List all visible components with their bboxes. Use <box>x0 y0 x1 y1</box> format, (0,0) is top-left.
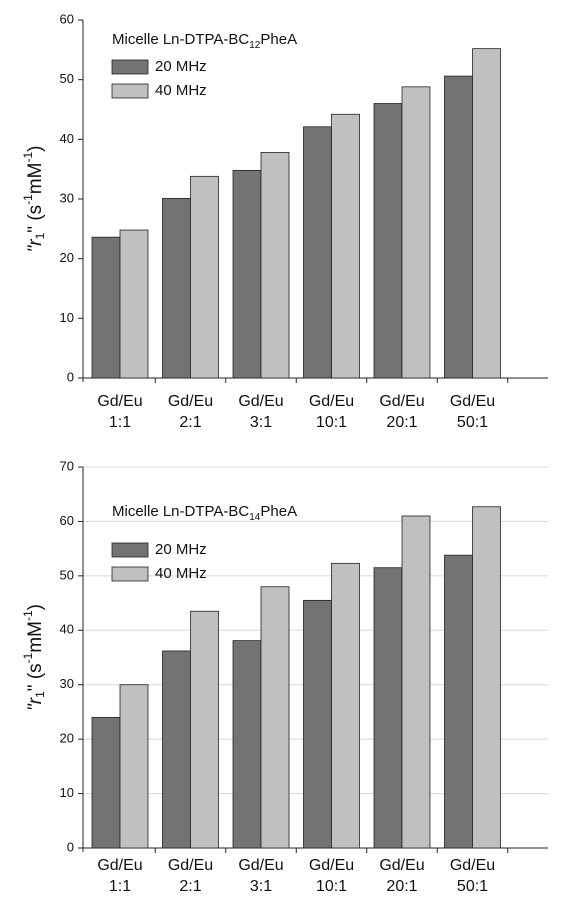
legend-label: 20 MHz <box>155 541 207 558</box>
legend-label: 40 MHz <box>155 82 207 99</box>
legend-label: 40 MHz <box>155 565 207 582</box>
y-label-part: mM <box>25 621 46 653</box>
y-tick-label: 20 <box>60 731 74 746</box>
bar <box>303 599 332 849</box>
x-tick-label: 1:1 <box>109 414 131 431</box>
title-part: Micelle Ln-DTPA-BC <box>112 503 249 520</box>
y-label-part: -1 <box>21 152 35 163</box>
x-tick-label: 2:1 <box>179 878 201 895</box>
bar <box>119 684 149 849</box>
x-tick-label: 20:1 <box>386 878 417 895</box>
x-tick-label: Gd/Eu <box>238 857 283 874</box>
x-tick-label: Gd/Eu <box>309 393 354 410</box>
bar <box>91 236 121 379</box>
bar <box>260 586 290 849</box>
title-part: 14 <box>249 512 261 523</box>
y-label-part: -1 <box>21 652 35 663</box>
x-tick-label: Gd/Eu <box>379 393 424 410</box>
y-tick-label: 50 <box>60 567 74 582</box>
y-label-part: " (s <box>25 663 46 691</box>
y-label-part: -1 <box>21 610 35 621</box>
bar <box>190 175 219 379</box>
bar <box>373 103 403 379</box>
bar <box>331 562 360 849</box>
x-tick-label: 10:1 <box>316 414 347 431</box>
x-tick-label: 2:1 <box>179 414 201 431</box>
y-tick-label: 50 <box>60 71 74 86</box>
legend-swatch <box>111 83 149 99</box>
y-label-part: "r <box>25 697 46 711</box>
y-axis-label: "r1" (s-1mM-1) <box>21 146 47 253</box>
bar <box>331 113 360 379</box>
bar <box>260 152 290 379</box>
x-tick-label: 10:1 <box>316 878 347 895</box>
legend-swatch <box>111 542 149 558</box>
x-tick-label: 3:1 <box>250 878 272 895</box>
bar <box>162 198 191 379</box>
y-tick-label: 60 <box>60 11 74 26</box>
y-label-part: 1 <box>33 232 47 239</box>
y-label-part: ) <box>25 604 46 610</box>
y-tick-label: 60 <box>60 513 74 528</box>
y-tick-label: 40 <box>60 131 74 146</box>
y-label-part: " (s <box>25 205 46 233</box>
chart-title: Micelle Ln-DTPA-BC12PheA <box>112 31 297 51</box>
y-tick-label: 30 <box>60 676 74 691</box>
x-tick-label: 20:1 <box>386 414 417 431</box>
x-tick-label: 50:1 <box>457 878 488 895</box>
bar <box>162 650 191 849</box>
y-label-part: mM <box>25 163 46 195</box>
title-part: PheA <box>260 503 297 520</box>
title-part: 12 <box>249 40 261 51</box>
x-tick-label: Gd/Eu <box>97 857 142 874</box>
x-tick-label: Gd/Eu <box>379 857 424 874</box>
y-tick-label: 40 <box>60 622 74 637</box>
bar <box>472 48 501 379</box>
bar <box>119 229 149 379</box>
y-label-part: 1 <box>33 691 47 698</box>
bar <box>232 169 262 379</box>
legend-label: 20 MHz <box>155 58 207 75</box>
title-part: PheA <box>260 31 297 48</box>
y-label-part: "r <box>25 239 46 253</box>
x-tick-label: 3:1 <box>250 414 272 431</box>
y-tick-label: 0 <box>67 839 74 854</box>
x-tick-label: Gd/Eu <box>309 857 354 874</box>
y-tick-label: 0 <box>67 369 74 384</box>
x-tick-label: Gd/Eu <box>450 857 495 874</box>
x-tick-label: Gd/Eu <box>168 857 213 874</box>
x-tick-label: Gd/Eu <box>168 393 213 410</box>
legend-swatch <box>111 566 149 582</box>
title-part: Micelle Ln-DTPA-BC <box>112 31 249 48</box>
y-label-part: -1 <box>21 194 35 205</box>
y-tick-label: 70 <box>60 458 74 473</box>
x-tick-label: Gd/Eu <box>97 393 142 410</box>
y-tick-label: 10 <box>60 785 74 800</box>
bar <box>401 86 431 379</box>
y-label-part: ) <box>25 146 46 152</box>
x-tick-label: Gd/Eu <box>238 393 283 410</box>
bar <box>373 567 403 849</box>
legend-swatch <box>111 59 149 75</box>
x-tick-label: Gd/Eu <box>450 393 495 410</box>
x-tick-label: 1:1 <box>109 878 131 895</box>
bar <box>91 716 121 849</box>
chart-title: Micelle Ln-DTPA-BC14PheA <box>112 503 297 523</box>
y-tick-label: 10 <box>60 310 74 325</box>
y-tick-label: 20 <box>60 250 74 265</box>
x-tick-label: 50:1 <box>457 414 488 431</box>
y-axis-label: "r1" (s-1mM-1) <box>21 604 47 711</box>
bar <box>190 610 219 849</box>
bar <box>472 506 501 849</box>
bar <box>303 126 332 379</box>
bar <box>232 640 262 849</box>
bar <box>444 554 473 849</box>
y-tick-label: 30 <box>60 190 74 205</box>
bar <box>401 515 431 849</box>
bar <box>444 75 473 379</box>
